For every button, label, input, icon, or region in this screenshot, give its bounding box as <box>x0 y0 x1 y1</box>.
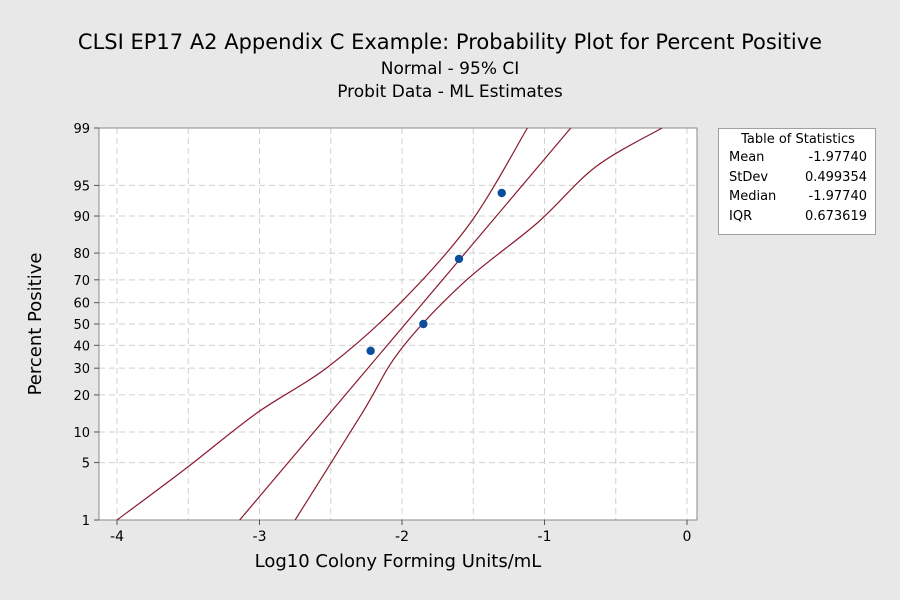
y-tick-label: 60 <box>73 297 90 312</box>
chart-subtitle-distribution: Normal - 95% CI <box>380 59 520 79</box>
x-tick-label: -4 <box>110 529 124 545</box>
y-tick-label: 40 <box>73 339 90 354</box>
y-tick-label: 99 <box>73 122 90 137</box>
y-tick-label: 80 <box>73 247 90 262</box>
x-tick-label: -1 <box>538 529 552 545</box>
y-tick-label: 70 <box>73 274 90 289</box>
stat-value: 0.673619 <box>804 208 867 224</box>
chart-subtitle-method: Probit Data - ML Estimates <box>337 82 563 102</box>
statistics-table-title: Table of Statistics <box>741 132 855 147</box>
ci-band-left <box>116 128 528 520</box>
stat-label: Median <box>729 189 777 204</box>
y-tick-label: 1 <box>82 514 90 529</box>
y-tick-label: 5 <box>82 457 90 472</box>
data-point <box>454 254 464 264</box>
chart-title: CLSI EP17 A2 Appendix C Example: Probabi… <box>77 30 823 54</box>
plot-area <box>99 128 697 520</box>
stat-row-iqr: IQR 0.673619 <box>729 207 867 227</box>
y-tick-label: 95 <box>73 179 90 194</box>
data-point <box>419 319 428 329</box>
stat-label: IQR <box>729 208 753 224</box>
data-point <box>497 188 506 198</box>
y-tick-label: 30 <box>73 362 90 377</box>
stat-label: Mean <box>729 150 765 165</box>
stat-row-stdev: StDev 0.499354 <box>729 168 867 188</box>
stat-value: -1.97740 <box>808 150 867 165</box>
x-tick-label: -3 <box>253 529 267 545</box>
y-tick-label: 20 <box>73 389 90 404</box>
x-axis-label: Log10 Colony Forming Units/mL <box>255 551 542 572</box>
ci-band-right <box>294 128 663 520</box>
stat-label: StDev <box>729 169 769 185</box>
y-tick-label: 50 <box>73 318 90 333</box>
stat-value: 0.499354 <box>804 169 867 185</box>
y-tick-label: 10 <box>73 426 90 441</box>
fitted-line <box>239 128 572 520</box>
stat-row-median: Median -1.97740 <box>729 187 867 207</box>
x-tick-label: -2 <box>395 529 409 545</box>
stat-row-mean: Mean -1.97740 <box>729 148 867 168</box>
statistics-table: Table of Statistics Mean -1.97740 StDev 0.… <box>718 128 876 235</box>
y-tick-label: 90 <box>73 210 90 225</box>
stat-value: -1.97740 <box>808 189 867 204</box>
data-point <box>366 346 375 356</box>
y-axis-label: Percent Positive <box>25 253 46 396</box>
x-tick-label: 0 <box>683 529 692 545</box>
